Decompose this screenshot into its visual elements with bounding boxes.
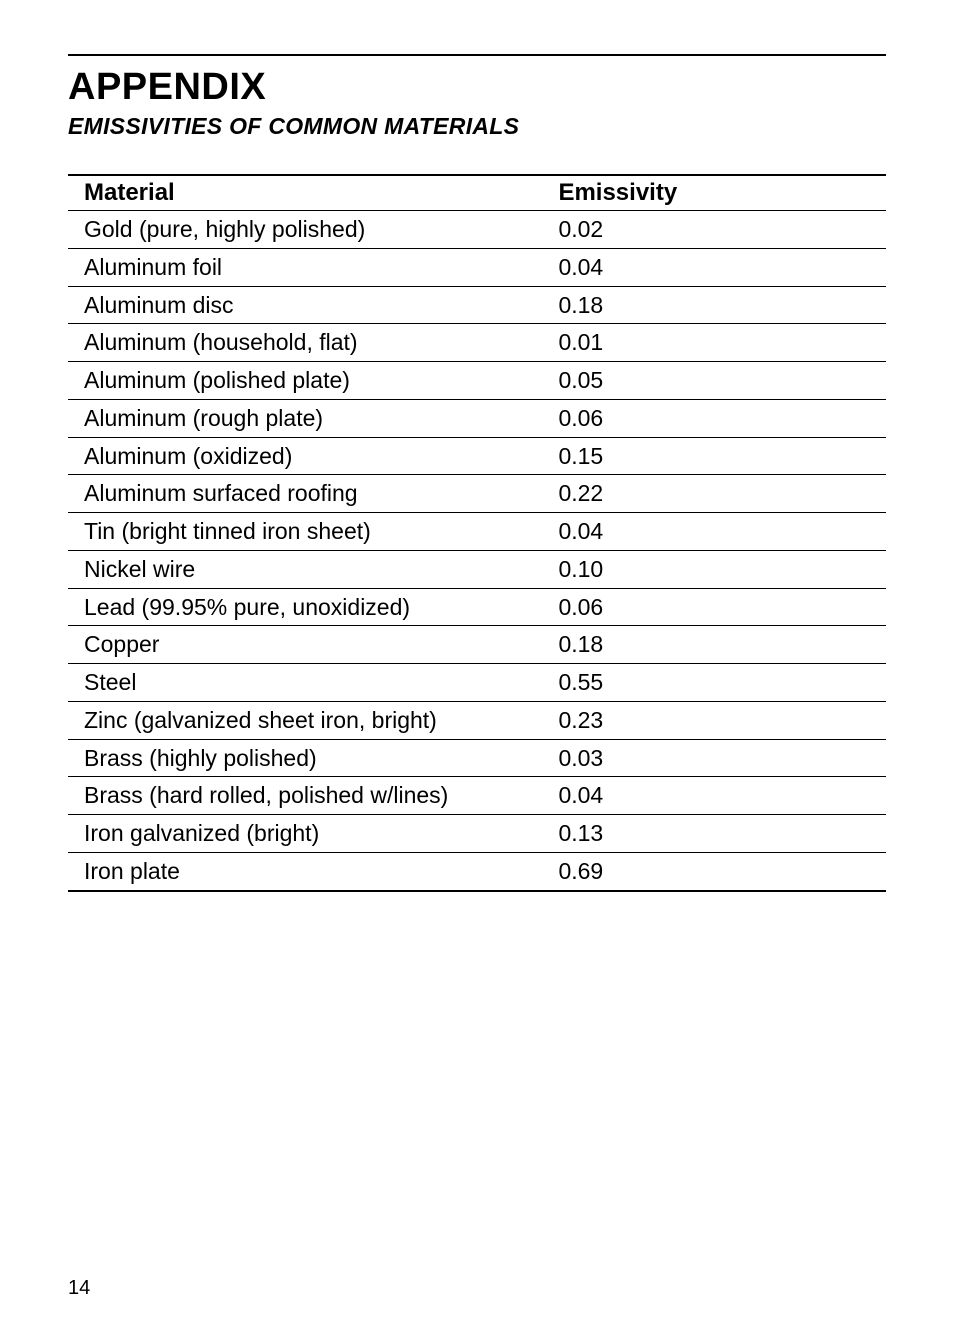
cell-emissivity: 0.03 [542, 739, 886, 777]
cell-emissivity: 0.18 [542, 286, 886, 324]
cell-emissivity: 0.22 [542, 475, 886, 513]
cell-emissivity: 0.06 [542, 588, 886, 626]
cell-material: Brass (hard rolled, polished w/lines) [68, 777, 542, 815]
cell-material: Iron galvanized (bright) [68, 815, 542, 853]
cell-material: Aluminum surfaced roofing [68, 475, 542, 513]
cell-emissivity: 0.15 [542, 437, 886, 475]
cell-material: Steel [68, 664, 542, 702]
col-header-material: Material [68, 175, 542, 211]
table-row: Aluminum disc0.18 [68, 286, 886, 324]
cell-material: Aluminum disc [68, 286, 542, 324]
page: APPENDIX EMISSIVITIES OF COMMON MATERIAL… [0, 0, 954, 1336]
cell-emissivity: 0.01 [542, 324, 886, 362]
cell-material: Gold (pure, highly polished) [68, 211, 542, 249]
cell-emissivity: 0.23 [542, 701, 886, 739]
cell-emissivity: 0.55 [542, 664, 886, 702]
page-number: 14 [68, 1277, 90, 1300]
table-row: Steel0.55 [68, 664, 886, 702]
cell-emissivity: 0.13 [542, 815, 886, 853]
col-header-emissivity: Emissivity [542, 175, 886, 211]
table-row: Iron galvanized (bright)0.13 [68, 815, 886, 853]
table-row: Zinc (galvanized sheet iron, bright)0.23 [68, 701, 886, 739]
table-row: Aluminum (oxidized)0.15 [68, 437, 886, 475]
table-row: Brass (highly polished)0.03 [68, 739, 886, 777]
cell-material: Aluminum foil [68, 248, 542, 286]
table-row: Brass (hard rolled, polished w/lines)0.0… [68, 777, 886, 815]
table-row: Aluminum foil0.04 [68, 248, 886, 286]
cell-material: Aluminum (rough plate) [68, 399, 542, 437]
cell-material: Iron plate [68, 852, 542, 890]
table-row: Nickel wire0.10 [68, 550, 886, 588]
cell-material: Aluminum (oxidized) [68, 437, 542, 475]
table-row: Aluminum (household, flat)0.01 [68, 324, 886, 362]
table-header-row: Material Emissivity [68, 175, 886, 211]
cell-material: Nickel wire [68, 550, 542, 588]
table-row: Gold (pure, highly polished)0.02 [68, 211, 886, 249]
cell-material: Tin (bright tinned iron sheet) [68, 513, 542, 551]
cell-material: Brass (highly polished) [68, 739, 542, 777]
appendix-heading: APPENDIX [68, 66, 886, 109]
table-row: Iron plate0.69 [68, 852, 886, 890]
cell-material: Aluminum (polished plate) [68, 362, 542, 400]
table-row: Lead (99.95% pure, unoxidized)0.06 [68, 588, 886, 626]
table-body: Gold (pure, highly polished)0.02 Aluminu… [68, 211, 886, 891]
appendix-subheading: EMISSIVITIES OF COMMON MATERIALS [68, 113, 886, 140]
table-row: Copper0.18 [68, 626, 886, 664]
emissivity-table: Material Emissivity Gold (pure, highly p… [68, 174, 886, 892]
cell-emissivity: 0.10 [542, 550, 886, 588]
cell-emissivity: 0.04 [542, 248, 886, 286]
top-rule [68, 54, 886, 56]
cell-material: Aluminum (household, flat) [68, 324, 542, 362]
cell-emissivity: 0.04 [542, 777, 886, 815]
table-row: Aluminum (rough plate)0.06 [68, 399, 886, 437]
table-row: Tin (bright tinned iron sheet)0.04 [68, 513, 886, 551]
table-row: Aluminum surfaced roofing0.22 [68, 475, 886, 513]
cell-emissivity: 0.18 [542, 626, 886, 664]
cell-emissivity: 0.02 [542, 211, 886, 249]
cell-material: Zinc (galvanized sheet iron, bright) [68, 701, 542, 739]
table-row: Aluminum (polished plate)0.05 [68, 362, 886, 400]
cell-material: Copper [68, 626, 542, 664]
cell-emissivity: 0.06 [542, 399, 886, 437]
cell-material: Lead (99.95% pure, unoxidized) [68, 588, 542, 626]
cell-emissivity: 0.69 [542, 852, 886, 890]
cell-emissivity: 0.05 [542, 362, 886, 400]
cell-emissivity: 0.04 [542, 513, 886, 551]
